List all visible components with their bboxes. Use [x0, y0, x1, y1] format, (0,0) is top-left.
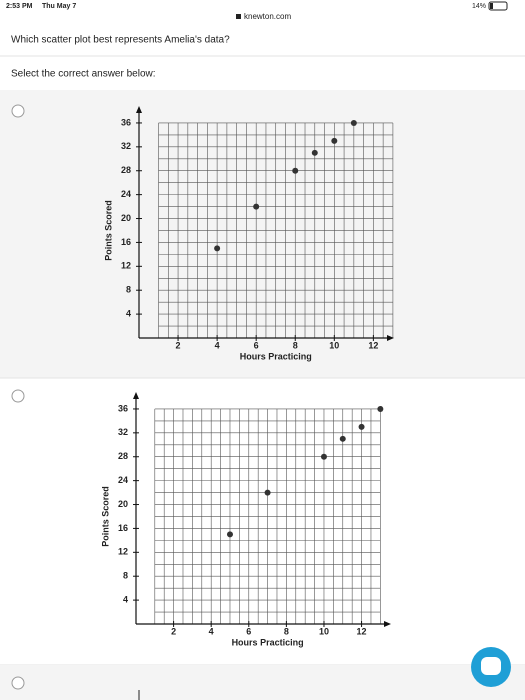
y-tick-label: 12 — [118, 547, 128, 557]
y-tick-label: 8 — [123, 571, 128, 581]
x-tick-label: 6 — [246, 626, 251, 636]
battery-level — [490, 3, 493, 9]
point — [350, 119, 357, 126]
question: Which scatter plot best represents Ameli… — [11, 35, 230, 46]
y-tick-label: 20 — [121, 213, 131, 223]
radio-button[interactable] — [11, 104, 25, 118]
point — [339, 435, 346, 442]
y-tick-label: 12 — [121, 261, 131, 271]
y-tick-label: 32 — [121, 141, 131, 151]
y-tick-label: 24 — [118, 475, 128, 485]
x-tick-label: 12 — [368, 340, 378, 350]
battery-icon — [488, 1, 508, 11]
y-tick-label: 28 — [121, 165, 131, 175]
x-tick-label: 4 — [215, 340, 220, 350]
option-background[interactable] — [0, 90, 525, 378]
status-date: Thu May 7 — [42, 3, 76, 10]
y-axis-label: Points Scored — [103, 200, 113, 261]
point — [226, 531, 233, 538]
y-tick-label: 36 — [121, 117, 131, 127]
y-tick-label: 20 — [118, 499, 128, 509]
y-axis-arrow — [133, 392, 139, 399]
x-tick-label: 8 — [293, 340, 298, 350]
x-tick-label: 6 — [254, 340, 259, 350]
radio-button[interactable] — [11, 676, 25, 690]
y-tick-label: 16 — [121, 237, 131, 247]
point — [292, 167, 299, 174]
instruction: Select the correct answer below: — [11, 69, 156, 80]
point — [311, 149, 318, 156]
x-tick-label: 8 — [284, 626, 289, 636]
x-tick-label: 2 — [176, 340, 181, 350]
x-axis-arrow — [387, 335, 394, 341]
point — [264, 489, 271, 496]
x-tick-label: 2 — [171, 626, 176, 636]
status-time: 2:53 PM — [6, 3, 33, 10]
option-background[interactable] — [0, 665, 525, 700]
x-tick-label: 12 — [357, 626, 367, 636]
y-tick-label: 36 — [118, 403, 128, 413]
y-tick-label: 24 — [121, 189, 131, 199]
y-axis-arrow — [136, 106, 142, 113]
y-tick-label: 4 — [123, 594, 128, 604]
point — [214, 245, 221, 252]
url[interactable]: knewton.com — [244, 12, 291, 21]
point — [331, 137, 338, 144]
battery-text: 14% — [472, 3, 486, 10]
point — [358, 423, 365, 430]
y-tick-label: 8 — [126, 285, 131, 295]
x-axis-label: Hours Practicing — [240, 351, 312, 361]
lock-icon — [236, 14, 241, 19]
y-tick-label: 28 — [118, 451, 128, 461]
x-tick-label: 10 — [329, 340, 339, 350]
radio-button[interactable] — [11, 389, 25, 403]
x-axis-label: Hours Practicing — [232, 637, 304, 647]
y-tick-label: 32 — [118, 427, 128, 437]
y-tick-label: 16 — [118, 523, 128, 533]
y-tick-label: 4 — [126, 308, 131, 318]
y-axis-label: Points Scored — [100, 486, 110, 547]
x-axis-arrow — [384, 621, 391, 627]
point — [377, 405, 384, 412]
chat-icon — [481, 657, 501, 675]
point — [253, 203, 260, 210]
point — [320, 453, 327, 460]
x-tick-label: 4 — [209, 626, 214, 636]
x-tick-label: 10 — [319, 626, 329, 636]
